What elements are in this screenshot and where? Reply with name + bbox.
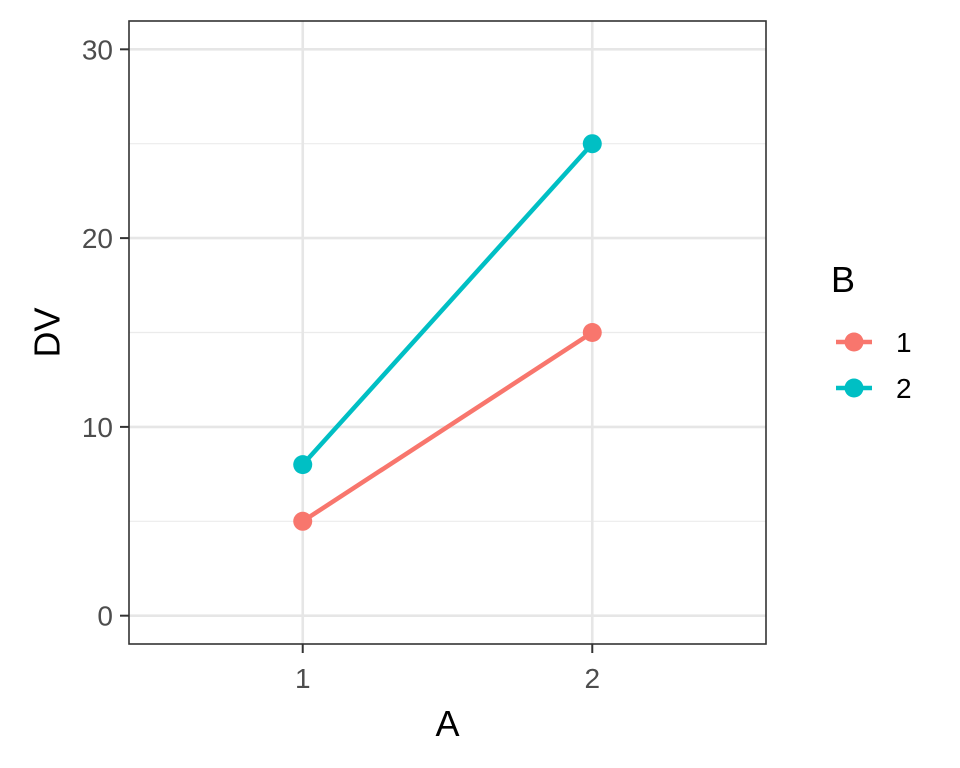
- series-layer: [293, 134, 602, 531]
- legend-item-2: 2: [836, 373, 912, 404]
- legend-title: B: [831, 259, 855, 300]
- series-1: [293, 323, 602, 531]
- data-point: [582, 134, 602, 154]
- legend-item-1: 1: [836, 327, 912, 358]
- x-tick-label: 1: [295, 663, 311, 694]
- axis-ticks: [120, 48, 594, 653]
- legend-key-point: [844, 378, 864, 398]
- data-point: [293, 511, 313, 531]
- legend-label: 1: [896, 327, 912, 358]
- series-line: [301, 330, 594, 524]
- plot-panel-border: [128, 20, 767, 645]
- legend-label: 2: [896, 373, 912, 404]
- series-2: [293, 134, 602, 475]
- y-tick-label: 10: [82, 412, 113, 443]
- y-tick-label: 0: [97, 601, 113, 632]
- x-axis-title: A: [435, 703, 459, 744]
- series-line: [301, 142, 594, 467]
- minor-gridlines: [129, 143, 766, 522]
- y-axis-title: DV: [27, 307, 68, 357]
- axis-tick-labels: 0 10 20 30 1 2: [82, 34, 600, 694]
- legend-key-point: [844, 332, 864, 352]
- y-tick-label: 30: [82, 34, 113, 65]
- x-tick-label: 2: [584, 663, 600, 694]
- legend: B 12: [831, 259, 912, 404]
- y-tick-label: 20: [82, 223, 113, 254]
- legend-items: 12: [836, 327, 912, 404]
- data-point: [582, 323, 602, 342]
- data-point: [293, 455, 313, 475]
